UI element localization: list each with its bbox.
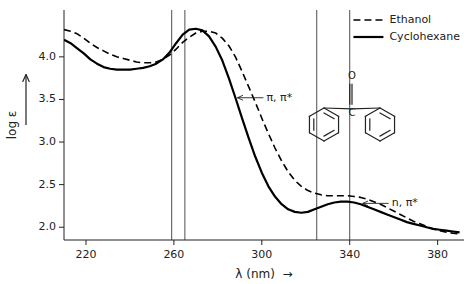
structure-bond: [352, 107, 380, 109]
structure-bond: [313, 119, 314, 131]
x-tick: [349, 240, 350, 245]
series-line: [64, 29, 460, 233]
x-tick: [173, 240, 174, 245]
structure-bond: [380, 133, 395, 141]
y-tick: [59, 184, 64, 185]
structure-bond: [349, 84, 350, 104]
vertical-line: [316, 10, 317, 240]
y-tick-label: 3.5: [39, 92, 57, 105]
structure-bond: [365, 108, 380, 116]
structure-bond: [324, 108, 339, 116]
legend: Ethanol Cyclohexane: [353, 13, 460, 43]
x-tick-label: 340: [339, 248, 360, 261]
annotation: n, π*: [392, 196, 419, 209]
x-axis-label: λ (nm) →: [235, 267, 292, 281]
structure: OC: [309, 70, 394, 141]
legend-swatch: [353, 19, 383, 21]
structure-bond: [394, 116, 395, 133]
structure-bond: [380, 113, 390, 119]
structure-bond: [324, 133, 339, 141]
axes: 220 260 300 340 380 2.0 2.5 3.0 3.5 4.0: [39, 10, 465, 261]
structure-bond: [365, 116, 366, 133]
y-tick: [59, 142, 64, 143]
y-axis-label: log ε: [5, 111, 19, 140]
structure-bond: [351, 84, 352, 104]
chart: 220 260 300 340 380 2.0 2.5 3.0 3.5 4.0 λ (nm) → lo…: [0, 0, 474, 284]
y-tick: [59, 56, 64, 57]
y-tick-label: 2.5: [39, 178, 57, 191]
vertical-line: [171, 10, 172, 240]
structure-bond: [309, 133, 324, 141]
y-tick-label: 4.0: [39, 50, 57, 63]
series-line: [64, 30, 460, 234]
structure-label: O: [348, 70, 356, 81]
vertical-line: [349, 10, 350, 240]
y-tick-label: 3.0: [39, 135, 57, 148]
y-axis-line: [64, 10, 65, 240]
vertical-line: [184, 10, 185, 240]
structure-bond: [369, 119, 370, 131]
legend-label: Ethanol: [389, 13, 431, 26]
structure-bond: [309, 108, 324, 116]
structure-bond: [365, 133, 380, 141]
x-tick-label: 260: [163, 248, 184, 261]
annotation-arrow: [237, 97, 263, 98]
annotation: π, π*: [266, 91, 292, 104]
structure-bond: [324, 113, 334, 119]
y-tick-label: 2.0: [39, 220, 57, 233]
plot-area: [64, 10, 460, 240]
structure-bond: [380, 108, 395, 116]
y-tick: [59, 99, 64, 100]
structure-bond: [309, 116, 310, 133]
x-axis-line: [64, 240, 464, 241]
x-tick-label: 300: [251, 248, 272, 261]
x-tick: [437, 240, 438, 245]
y-axis-arrow: [25, 74, 26, 125]
structure-bond: [380, 130, 390, 136]
y-tick: [59, 227, 64, 228]
legend-swatch: [353, 36, 383, 38]
x-tick-label: 380: [427, 248, 448, 261]
structure-bond: [338, 116, 339, 133]
x-tick: [261, 240, 262, 245]
x-tick-label: 220: [75, 248, 96, 261]
annotation-arrow: [363, 203, 389, 204]
structure-label: C: [349, 107, 356, 118]
legend-label: Cyclohexane: [389, 30, 460, 43]
x-tick: [85, 240, 86, 245]
structure-bond: [324, 130, 334, 136]
